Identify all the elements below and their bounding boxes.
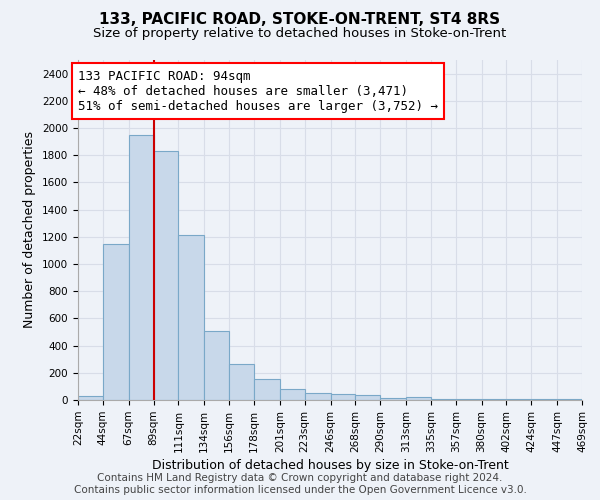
Bar: [431, 398, 456, 400]
X-axis label: Distribution of detached houses by size in Stoke-on-Trent: Distribution of detached houses by size …: [152, 459, 508, 472]
Bar: [355, 394, 380, 400]
Bar: [280, 389, 305, 400]
Bar: [380, 398, 406, 400]
Bar: [154, 151, 178, 400]
Text: Size of property relative to detached houses in Stoke-on-Trent: Size of property relative to detached ho…: [94, 28, 506, 40]
Bar: [78, 396, 103, 400]
Text: 133 PACIFIC ROAD: 94sqm
← 48% of detached houses are smaller (3,471)
51% of semi: 133 PACIFIC ROAD: 94sqm ← 48% of detache…: [78, 70, 438, 112]
Text: Contains HM Land Registry data © Crown copyright and database right 2024.
Contai: Contains HM Land Registry data © Crown c…: [74, 474, 526, 495]
Bar: [305, 393, 331, 400]
Bar: [178, 236, 204, 400]
Bar: [331, 394, 355, 400]
Bar: [254, 379, 280, 400]
Y-axis label: Number of detached properties: Number of detached properties: [23, 132, 37, 328]
Text: 133, PACIFIC ROAD, STOKE-ON-TRENT, ST4 8RS: 133, PACIFIC ROAD, STOKE-ON-TRENT, ST4 8…: [100, 12, 500, 28]
Bar: [103, 244, 129, 400]
Bar: [129, 135, 154, 400]
Bar: [204, 330, 229, 400]
Bar: [229, 364, 254, 400]
Bar: [406, 398, 431, 400]
